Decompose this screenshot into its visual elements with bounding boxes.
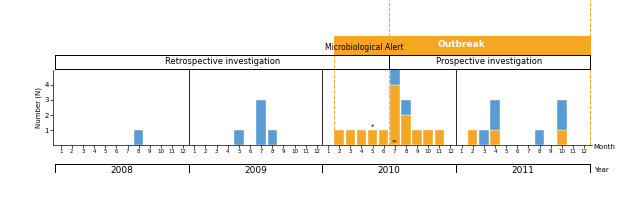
Text: Outbreak: Outbreak xyxy=(438,40,485,49)
Text: 2010: 2010 xyxy=(378,166,401,175)
Bar xyxy=(346,130,355,145)
Text: Microbiological Alert: Microbiological Alert xyxy=(325,43,404,52)
Y-axis label: Number (N): Number (N) xyxy=(35,87,42,128)
Bar xyxy=(267,130,277,145)
Text: **: ** xyxy=(392,139,397,144)
Text: Retrospective investigation: Retrospective investigation xyxy=(164,57,280,66)
Text: Prospective investigation: Prospective investigation xyxy=(436,57,543,66)
Bar xyxy=(134,130,143,145)
Bar xyxy=(468,130,477,145)
Bar xyxy=(412,130,422,145)
Text: Month: Month xyxy=(594,144,616,150)
Bar xyxy=(356,130,366,145)
Bar xyxy=(535,130,545,145)
Bar xyxy=(335,130,344,145)
Text: *: * xyxy=(371,123,374,129)
Bar xyxy=(257,100,266,145)
Bar xyxy=(401,100,411,115)
Bar xyxy=(390,85,399,145)
Bar xyxy=(490,100,500,130)
Text: 2009: 2009 xyxy=(244,166,267,175)
Bar xyxy=(479,130,488,145)
Bar xyxy=(401,115,411,145)
Bar xyxy=(490,130,500,145)
Bar xyxy=(368,130,378,145)
Bar xyxy=(557,130,566,145)
Text: 2011: 2011 xyxy=(511,166,535,175)
Bar xyxy=(234,130,244,145)
Text: Year: Year xyxy=(594,167,609,173)
Bar xyxy=(390,55,399,85)
Bar xyxy=(435,130,444,145)
Text: 2008: 2008 xyxy=(110,166,133,175)
Bar xyxy=(379,130,388,145)
Bar xyxy=(424,130,433,145)
Bar xyxy=(557,100,566,130)
